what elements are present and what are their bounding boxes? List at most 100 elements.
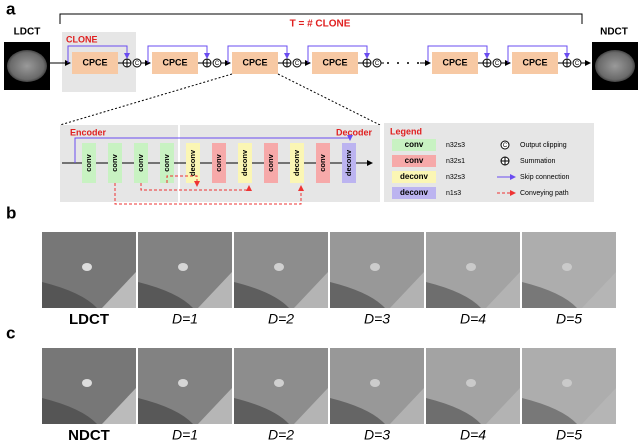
ct-crop (294, 388, 328, 424)
layer (212, 143, 226, 183)
caption: D=5 (556, 427, 582, 443)
ct-crop (198, 272, 232, 308)
summation (563, 59, 571, 67)
ct-crop (178, 263, 188, 271)
clip (500, 140, 510, 150)
legend-spec: n32s1 (446, 158, 465, 165)
ct-crop (582, 272, 616, 308)
output-label: NDCT (600, 27, 628, 38)
clip-symbol: C (375, 61, 380, 67)
ct-crop (234, 282, 289, 308)
caption: LDCT (69, 311, 109, 328)
summation (283, 59, 291, 67)
layer-label: conv (84, 153, 93, 171)
layer (160, 143, 174, 183)
panel-label: a (6, 0, 16, 18)
ellipsis (387, 62, 419, 64)
caption: D=4 (460, 427, 486, 443)
encoder-label: Encoder (70, 127, 107, 137)
legend-label: conv (405, 156, 424, 165)
legend-symbol-label: Conveying path (520, 190, 569, 197)
layer (82, 143, 96, 183)
caption: D=2 (268, 427, 294, 443)
legend-symbol-label: Output clipping (520, 142, 567, 149)
decoder-label: Decoder (336, 127, 373, 137)
skip-connection (307, 45, 370, 63)
ct-crop (370, 263, 380, 271)
layer (342, 143, 356, 183)
ct-crop (234, 398, 289, 424)
layer-label: deconv (240, 149, 249, 176)
clip-symbol: C (575, 61, 580, 67)
clone-label: CLONE (66, 34, 98, 44)
ct-crop (294, 272, 328, 308)
bracket (59, 13, 583, 24)
ct-image (595, 50, 635, 82)
caption: D=1 (172, 311, 198, 327)
skip-connection (507, 45, 570, 63)
ct-crop (274, 379, 284, 387)
caption: D=5 (556, 311, 582, 327)
layer-label: conv (214, 153, 223, 171)
legend-title: Legend (390, 126, 422, 136)
skip-connection (427, 45, 490, 63)
ct-crop (390, 388, 424, 424)
cpce-block (512, 52, 558, 74)
ct-crop (198, 388, 232, 424)
skip-connection (67, 45, 130, 63)
clip-symbol: C (135, 61, 140, 67)
clip-symbol: C (495, 61, 500, 67)
ct-crop (522, 398, 577, 424)
legend-swatch (392, 187, 436, 199)
summation (483, 59, 491, 67)
ct-image (7, 50, 47, 82)
cpce-label: CPCE (522, 57, 547, 67)
layer (108, 143, 122, 183)
legend-label: deconv (400, 188, 429, 197)
summation (501, 157, 509, 165)
legend-swatch (392, 171, 436, 183)
cpce-block (432, 52, 478, 74)
panel-label: c (6, 323, 15, 342)
skip-connection (147, 45, 210, 63)
ct-crop (42, 282, 97, 308)
layer (186, 143, 200, 183)
clip-symbol: C (503, 143, 508, 149)
conveying-path (114, 183, 304, 205)
cpce-label: CPCE (242, 57, 267, 67)
ct-crop (330, 282, 385, 308)
legend-label: conv (405, 140, 424, 149)
ct-crop (138, 282, 193, 308)
layer (316, 143, 330, 183)
ct-crop (582, 388, 616, 424)
legend-label: deconv (400, 172, 429, 181)
ct-crop (82, 263, 92, 271)
caption: D=3 (364, 311, 390, 327)
cpce-block (152, 52, 198, 74)
iterations: T = # CLONE (290, 19, 351, 30)
layer (238, 143, 252, 183)
legend-symbol-label: Skip connection (520, 174, 570, 181)
layer (134, 143, 148, 183)
summation (123, 59, 131, 67)
ct-crop (426, 398, 481, 424)
ct-crop (370, 379, 380, 387)
panel-label: b (6, 203, 16, 222)
cpce-block (232, 52, 278, 74)
ct-crop (562, 379, 572, 387)
zoom-lines (59, 73, 381, 126)
summation (203, 59, 211, 67)
ct-crop (486, 272, 520, 308)
ct-crop (138, 398, 193, 424)
summation (363, 59, 371, 67)
cpce-label: CPCE (322, 57, 347, 67)
ct-crop (102, 272, 136, 308)
layer (290, 143, 304, 183)
caption: NDCT (68, 427, 110, 444)
ct-crop (466, 263, 476, 271)
skip-connection (74, 135, 353, 163)
input-label: LDCT (14, 27, 41, 38)
ct-crop (486, 388, 520, 424)
caption: D=2 (268, 311, 294, 327)
